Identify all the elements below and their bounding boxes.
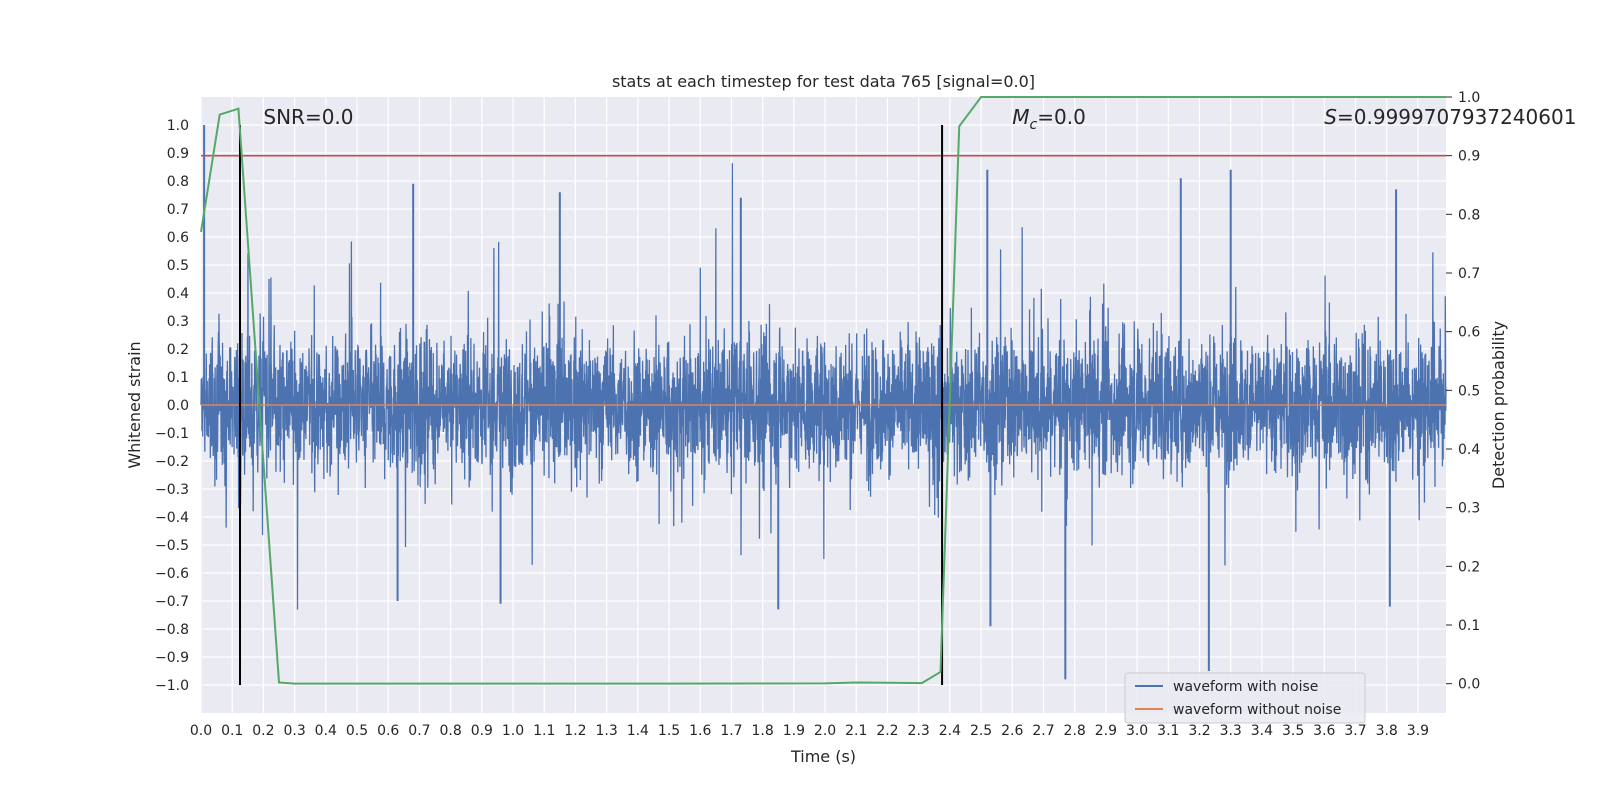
x-tick-label: 3.0 xyxy=(1126,723,1148,739)
y2-tick-label: 0.2 xyxy=(1458,559,1480,575)
x-tick-label: 0.4 xyxy=(315,723,337,739)
x-tick-label: 2.6 xyxy=(1001,723,1023,739)
x-tick-label: 0.7 xyxy=(408,723,430,739)
series-waveform-with-noise xyxy=(200,125,1447,680)
y2-axis-label: Detection probability xyxy=(1489,321,1508,489)
detection-probability-line xyxy=(200,96,1446,685)
x-tick-label: 1.3 xyxy=(596,723,618,739)
annotations: SNR=0.0 Mc=0.0 S=0.9999707937240601 xyxy=(263,105,1576,133)
x-tick-label: 3.3 xyxy=(1220,723,1242,739)
y2-tick-label: 0.4 xyxy=(1458,442,1480,458)
legend-label-waveform-without-noise: waveform without noise xyxy=(1173,702,1341,718)
x-tick-label: 1.7 xyxy=(720,723,742,739)
y-tick-label: −0.9 xyxy=(155,650,189,666)
legend-label-waveform-with-noise: waveform with noise xyxy=(1173,679,1318,695)
x-tick-label: 1.6 xyxy=(689,723,711,739)
x-tick-label: 0.1 xyxy=(221,723,243,739)
y2-tick-label: 0.7 xyxy=(1458,266,1480,282)
y-tick-label: 0.2 xyxy=(167,342,189,358)
y2-tick-label: 0.1 xyxy=(1458,618,1480,634)
x-axis-label: Time (s) xyxy=(790,747,856,766)
y2-tick-label: 0.0 xyxy=(1458,677,1480,693)
x-tick-label: 1.8 xyxy=(752,723,774,739)
legend-box xyxy=(1124,672,1366,724)
x-tick-label: 2.0 xyxy=(814,723,836,739)
y-tick-label: 0.5 xyxy=(167,258,189,274)
x-tick-label: 1.9 xyxy=(783,723,805,739)
x-tick-label: 2.3 xyxy=(908,723,930,739)
x-tick-label: 1.0 xyxy=(502,723,524,739)
x-tick-label: 1.5 xyxy=(658,723,680,739)
y-tick-label: −0.7 xyxy=(155,594,189,610)
x-tick-label: 1.2 xyxy=(564,723,586,739)
x-tick-label: 3.8 xyxy=(1376,723,1398,739)
annotation-score: S=0.9999707937240601 xyxy=(1324,105,1576,129)
x-tick-label: 3.6 xyxy=(1313,723,1335,739)
series-lines xyxy=(200,96,1446,685)
axis-ticks: 0.0 0.1 0.2 0.3 0.4 0.5 0.6 0.7 0.8 0.9 1.0 1.1 1.2 1… xyxy=(155,90,1480,739)
y-tick-label: −0.5 xyxy=(155,538,189,554)
y-axis-label: Whitened strain xyxy=(125,341,144,468)
y2-tick-label: 0.3 xyxy=(1458,501,1480,517)
y-tick-label: 0.8 xyxy=(167,174,189,190)
y-tick-label: −0.8 xyxy=(155,622,189,638)
y-tick-label: 0.1 xyxy=(167,370,189,386)
x-tick-label: 3.7 xyxy=(1344,723,1366,739)
x-tick-label: 2.2 xyxy=(876,723,898,739)
waveform-with-noise-line xyxy=(200,163,1447,610)
y-tick-label: −0.6 xyxy=(155,566,189,582)
y-tick-label: 0.9 xyxy=(167,146,189,162)
y-tick-label: −0.4 xyxy=(155,510,189,526)
y2-tick-label: 0.8 xyxy=(1458,207,1480,223)
x-tick-label: 3.1 xyxy=(1157,723,1179,739)
y-tick-label: −0.3 xyxy=(155,482,189,498)
x-tick-label: 0.2 xyxy=(252,723,274,739)
y-tick-label: −0.1 xyxy=(155,426,189,442)
legend: waveform with noise waveform without noi… xyxy=(1124,672,1366,724)
x-tick-label: 0.6 xyxy=(377,723,399,739)
annotation-chirp-mass: Mc=0.0 xyxy=(1012,105,1086,133)
x-tick-label: 2.8 xyxy=(1064,723,1086,739)
x-tick-label: 3.2 xyxy=(1188,723,1210,739)
x-tick-label: 1.1 xyxy=(533,723,555,739)
y-tick-label: 1.0 xyxy=(167,118,189,134)
x-tick-label: 0.8 xyxy=(439,723,461,739)
x-tick-label: 2.1 xyxy=(845,723,867,739)
x-tick-label: 0.9 xyxy=(471,723,493,739)
annotation-snr: SNR=0.0 xyxy=(263,105,353,129)
y2-tick-label: 0.5 xyxy=(1458,383,1480,399)
x-tick-label: 2.4 xyxy=(939,723,961,739)
y-tick-label: 0.0 xyxy=(167,398,189,414)
x-tick-label: 0.5 xyxy=(346,723,368,739)
y2-tick-label: 0.6 xyxy=(1458,325,1480,341)
y-tick-label: 0.6 xyxy=(167,230,189,246)
y-tick-label: −1.0 xyxy=(155,678,189,694)
x-tick-label: 3.4 xyxy=(1251,723,1273,739)
y-tick-label: 0.3 xyxy=(167,314,189,330)
x-tick-label: 3.9 xyxy=(1407,723,1429,739)
x-tick-label: 2.9 xyxy=(1095,723,1117,739)
x-tick-label: 2.7 xyxy=(1032,723,1054,739)
x-tick-label: 0.0 xyxy=(190,723,212,739)
y-tick-label: 0.4 xyxy=(167,286,189,302)
y-tick-label: 0.7 xyxy=(167,202,189,218)
x-tick-label: 0.3 xyxy=(283,723,305,739)
x-tick-label: 3.5 xyxy=(1282,723,1304,739)
x-tick-label: 2.5 xyxy=(970,723,992,739)
chart-title: stats at each timestep for test data 765… xyxy=(612,72,1035,91)
y2-tick-label: 1.0 xyxy=(1458,90,1480,106)
y-tick-label: −0.2 xyxy=(155,454,189,470)
y2-tick-label: 0.9 xyxy=(1458,149,1480,165)
x-tick-label: 1.4 xyxy=(627,723,649,739)
